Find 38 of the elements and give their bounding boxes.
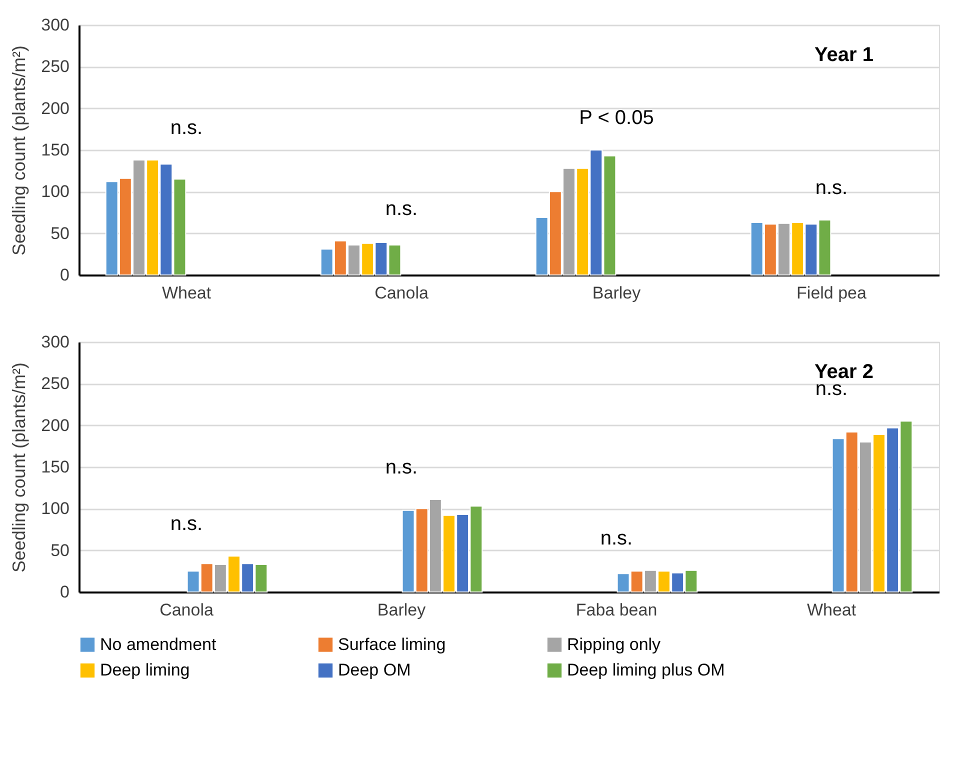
legend-label: Ripping only	[567, 634, 662, 654]
annotation: n.s.	[170, 513, 203, 536]
x-tick-label: Canola	[160, 600, 214, 620]
y-tick-label: 300	[41, 332, 70, 352]
annotation: Year 1	[814, 44, 874, 66]
y-tick-label: 100	[41, 182, 70, 202]
y-tick-label: 50	[50, 540, 70, 560]
x-tick-label: Canola	[374, 284, 429, 302]
annotation: n.s.	[170, 117, 203, 139]
legend-label: No amendment	[100, 634, 217, 654]
y-tick-label: 250	[41, 57, 70, 76]
y-tick-label: 150	[41, 458, 70, 476]
annotation: n.s.	[385, 456, 418, 478]
y-tick-label: 200	[41, 98, 70, 118]
y-tick-label: 200	[41, 416, 70, 435]
y-tick-label: 250	[41, 374, 70, 394]
x-tick-label: Faba bean	[576, 600, 658, 620]
y-tick-label: 100	[41, 499, 70, 518]
legend-label: Deep liming plus OM	[567, 660, 725, 680]
annotation: P < 0.05	[579, 107, 654, 129]
y-tick-label: 0	[60, 582, 70, 602]
x-tick-label: Barley	[592, 284, 642, 302]
y-tick-label: 150	[41, 140, 70, 160]
y-axis-title: Seedling count (plants/m²)	[9, 45, 30, 256]
x-tick-label: Wheat	[162, 284, 212, 302]
annotation: n.s.	[385, 198, 418, 220]
x-tick-label: Barley	[377, 600, 426, 620]
x-tick-label: Wheat	[806, 600, 856, 620]
y-tick-label: 300	[41, 16, 70, 34]
y-tick-label: 0	[60, 266, 70, 284]
y-tick-label: 50	[50, 224, 70, 243]
legend-label: Deep liming	[100, 660, 190, 680]
legend-label: Surface liming	[338, 634, 446, 654]
x-tick-label: Field pea	[796, 284, 868, 302]
legend-label: Deep OM	[338, 660, 411, 680]
annotation: n.s.	[600, 527, 633, 550]
annotation: n.s.	[815, 177, 848, 199]
y-axis-title: Seedling count (plants/m²)	[9, 362, 30, 573]
